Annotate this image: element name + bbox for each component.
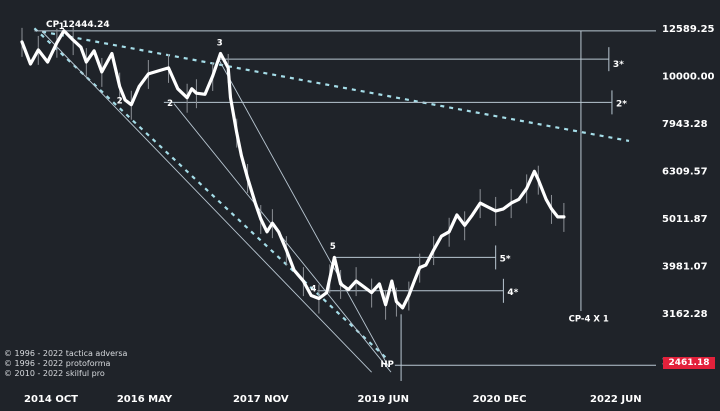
wave-label-5: 5 (330, 242, 336, 252)
level-label-2: 2* (616, 99, 627, 109)
price-line (20, 29, 566, 310)
level-label-3: 3* (613, 60, 624, 70)
y-tick-label: 5011.87 (662, 214, 708, 225)
wave-label-2: 2 (167, 99, 173, 109)
copyright-line-1: © 1996 - 2022 tactica adversa (4, 349, 128, 358)
price-series (20, 26, 566, 320)
wave-labels: CP 12444.24 3* 2* 5* 4* 1 2 2 3 4 5 HP CP-4 X 1 (46, 20, 627, 370)
x-tick-label: 2016 MAY (117, 394, 173, 405)
y-tick-label: 6309.57 (662, 167, 708, 178)
dashed-resistance-line (41, 30, 630, 143)
x-axis: 2014 OCT 2016 MAY 2017 NOV 2019 JUN 2020 DEC… (24, 394, 642, 405)
wave-label-6: HP (380, 360, 393, 370)
wave-label-1: 2 (117, 97, 123, 107)
x-tick-label: 2022 JUN (590, 394, 642, 405)
trend-line-3 (217, 58, 390, 368)
level-label-5: 5* (500, 254, 511, 264)
y-tick-label: 3981.07 (662, 262, 708, 273)
y-tick-label: 7943.28 (662, 119, 708, 130)
level-label-4: 4* (507, 288, 518, 298)
trend-line-1 (41, 31, 372, 373)
x-tick-label: 2019 JUN (357, 394, 409, 405)
level-label-cp: CP 12444.24 (46, 20, 110, 30)
wave-label-7: CP-4 X 1 (569, 315, 609, 325)
wave-label-0: 1 (59, 22, 65, 32)
y-tick-label: 12589.25 (662, 24, 715, 35)
wave-label-3: 3 (217, 38, 223, 48)
copyright-line-3: © 2010 - 2022 skilful pro (4, 369, 105, 378)
current-price-badge: 2461.18 (663, 357, 715, 369)
x-tick-label: 2020 DEC (473, 394, 527, 405)
x-tick-label: 2014 OCT (24, 394, 78, 405)
copyright-line-2: © 1996 - 2022 protoforma (4, 359, 111, 368)
y-tick-label: 3162.28 (662, 309, 708, 320)
y-tick-label: 10000.00 (662, 71, 715, 82)
x-tick-label: 2017 NOV (233, 394, 289, 405)
wave-label-4: 4 (311, 284, 317, 294)
